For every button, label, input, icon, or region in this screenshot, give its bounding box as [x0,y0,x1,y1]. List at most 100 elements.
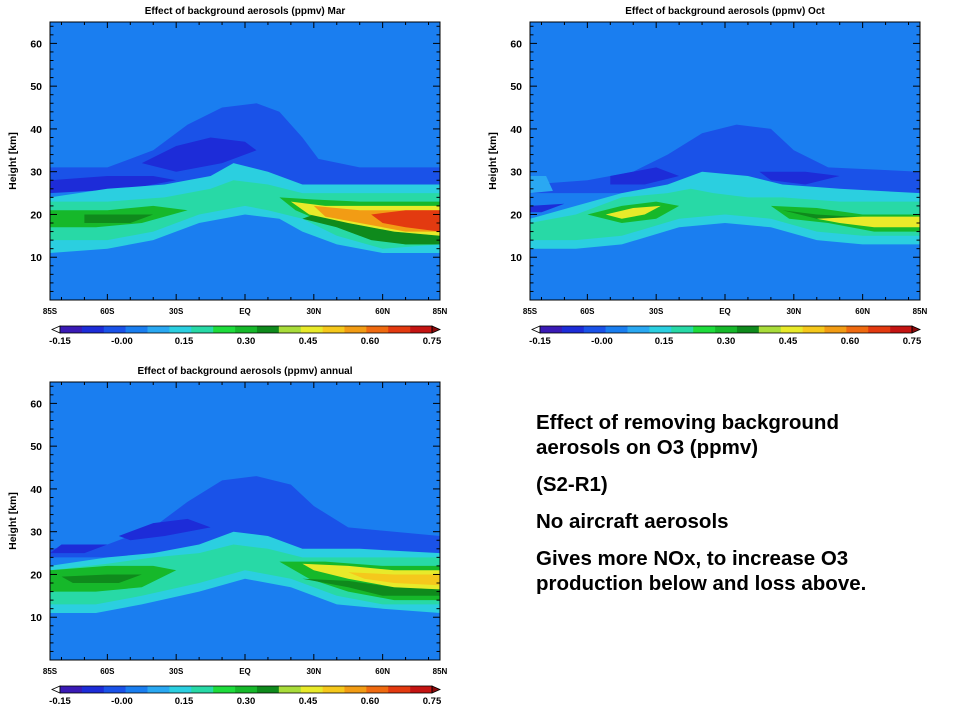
colorbar-segment [169,326,192,333]
southern-edge-minimum [530,203,565,213]
mid-minimum [141,137,257,172]
y-tick-label: 10 [30,612,42,624]
x-tick-label: 60N [375,667,390,676]
colorbar-segment [125,326,148,333]
y-tick-label: 60 [30,38,42,50]
colorbar-under-triangle [531,325,541,334]
x-tick-label: 60N [375,307,390,316]
colorbar-segment [191,326,214,333]
colorbar-tick-label: -0.00 [591,336,613,347]
positive-band-mid [530,188,920,241]
colorbar-frame [539,325,913,334]
colorbar-under-triangle [51,685,61,694]
description-line-1: Effect of removing background aerosols o… [536,411,839,459]
southern-darkgreen [84,214,154,223]
colorbar-segment [322,686,345,693]
description-text: Effect of removing background aerosols o… [536,410,926,608]
chart-oct: Effect of background aerosols (ppmv) Oct… [487,6,928,347]
chart-panel-oct: Effect of background aerosols (ppmv) Oct… [480,0,950,355]
x-tick-label: 60S [100,667,115,676]
colorbar-tick-label: 0.30 [237,336,256,347]
colorbar-segment [103,326,126,333]
positive-band-mid [50,180,440,249]
y-tick-label: 20 [30,209,42,221]
colorbar-tick-label: 0.15 [175,696,194,707]
chart-title: Effect of background aerosols (ppmv) Oct [625,6,825,17]
x-tick-label: 85S [43,667,58,676]
chart-mar: Effect of background aerosols (ppmv) Mar… [7,6,448,347]
northern-red [371,210,440,232]
colorbar-segment [300,326,323,333]
colorbar-frame [59,685,433,694]
colorbar-segment [802,326,825,333]
x-tick-label: 30S [649,307,664,316]
colorbar-tick-label: 0.30 [237,696,256,707]
colorbar-tick-label: -0.00 [111,696,133,707]
colorbar-tick-label: 0.30 [717,336,736,347]
colorbar-segment [322,326,345,333]
colorbar-tick-label: 0.75 [423,336,442,347]
northern-darkgreen [302,214,440,245]
x-tick-label: 30N [786,307,801,316]
colorbar-segment [103,686,126,693]
y-tick-label: 40 [30,124,42,136]
colorbar-over-triangle [431,685,441,694]
colorbar-frame [59,325,433,334]
colorbar-segment [540,326,563,333]
y-tick-label: 60 [510,38,522,50]
colorbar-segment [561,326,585,333]
colorbar-segment [388,686,411,693]
colorbar-segment [890,326,913,333]
colorbar-segment [366,686,389,693]
x-tick-label: 60N [855,307,870,316]
colorbar-segment [344,326,367,333]
colorbar-tick-label: -0.15 [529,336,551,347]
colorbar-tick-label: 0.75 [903,336,922,347]
colorbar-segment [278,686,302,693]
colorbar-segment [715,326,738,333]
southern-yellow [605,205,661,219]
colorbar-segment [388,326,411,333]
colorbar-segment [81,326,105,333]
colorbar-tick-label: 0.45 [299,336,318,347]
colorbar-segment [256,686,280,693]
chart-title: Effect of background aerosols (ppmv) ann… [137,366,352,377]
colorbar-segment [125,686,148,693]
y-axis-label: Height [km] [7,132,19,190]
y-tick-label: 50 [510,81,522,93]
colorbar-segment [278,326,302,333]
southern-minimum [50,544,108,554]
chart-panel-annual: Effect of background aerosols (ppmv) ann… [0,360,470,715]
colorbar-segment [256,326,280,333]
x-tick-label: 60S [580,307,595,316]
chart-title: Effect of background aerosols (ppmv) Mar [145,6,346,17]
colorbar-segment [410,326,433,333]
y-tick-label: 10 [30,252,42,264]
x-tick-label: 60S [100,307,115,316]
colorbar-segment [605,326,628,333]
colorbar-segment [410,686,433,693]
x-tick-label: EQ [239,307,251,316]
y-tick-label: 20 [30,569,42,581]
mid-minimum [610,167,680,185]
y-tick-label: 10 [510,252,522,264]
colorbar-tick-label: -0.15 [49,336,71,347]
y-tick-label: 40 [510,124,522,136]
colorbar-over-triangle [911,325,921,334]
colorbar-segment [780,326,803,333]
colorbar-segment [366,326,389,333]
colorbar-segment [169,686,192,693]
colorbar-tick-label: -0.00 [111,336,133,347]
colorbar-segment [213,326,236,333]
northern-yellow [816,216,920,228]
colorbar-segment [649,326,672,333]
x-tick-label: 85S [43,307,58,316]
y-tick-label: 30 [30,527,42,539]
y-tick-label: 20 [510,209,522,221]
y-tick-label: 40 [30,484,42,496]
x-tick-label: 85S [523,307,538,316]
x-tick-label: 30S [169,667,184,676]
colorbar-tick-label: 0.15 [655,336,674,347]
colorbar-over-triangle [431,325,441,334]
colorbar-segment [671,326,694,333]
